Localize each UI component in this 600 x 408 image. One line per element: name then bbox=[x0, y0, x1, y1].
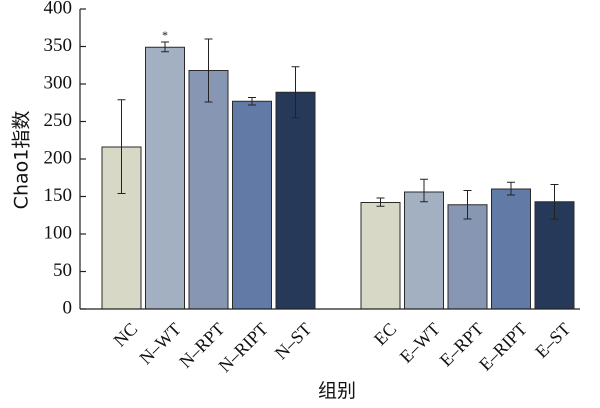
y-tick-label: 200 bbox=[44, 147, 73, 168]
x-tick-label: EC bbox=[370, 319, 400, 349]
bar bbox=[534, 201, 575, 310]
x-tick-label: NC bbox=[110, 319, 142, 351]
x-tick-label: N–ST bbox=[271, 319, 316, 364]
x-axis-title: 组别 bbox=[318, 380, 356, 402]
bars-layer: * bbox=[101, 28, 575, 310]
y-tick-label: 350 bbox=[44, 35, 73, 56]
bar bbox=[145, 46, 185, 310]
bar bbox=[275, 91, 316, 310]
significance-marker: * bbox=[162, 28, 168, 42]
bar bbox=[491, 188, 531, 310]
x-tick-label: E–ST bbox=[531, 319, 574, 362]
y-tick-label: 250 bbox=[44, 110, 73, 131]
y-tick-label: 150 bbox=[44, 185, 73, 206]
y-tick-label: 50 bbox=[53, 260, 72, 281]
y-tick-label: 0 bbox=[63, 297, 73, 318]
y-tick-label: 100 bbox=[44, 222, 73, 243]
bar bbox=[447, 204, 488, 310]
x-tick-label: E–WT bbox=[396, 319, 444, 367]
y-tick-label: 400 bbox=[44, 0, 73, 18]
y-tick-label: 300 bbox=[44, 72, 73, 93]
y-axis-title: Chao1指数 bbox=[11, 111, 33, 210]
x-tick-label: E–RIPT bbox=[475, 319, 531, 375]
bar bbox=[188, 70, 229, 310]
bar bbox=[360, 202, 401, 310]
x-tick-label: N–RIPT bbox=[215, 319, 272, 376]
bar bbox=[232, 100, 272, 310]
bar bbox=[404, 191, 444, 310]
